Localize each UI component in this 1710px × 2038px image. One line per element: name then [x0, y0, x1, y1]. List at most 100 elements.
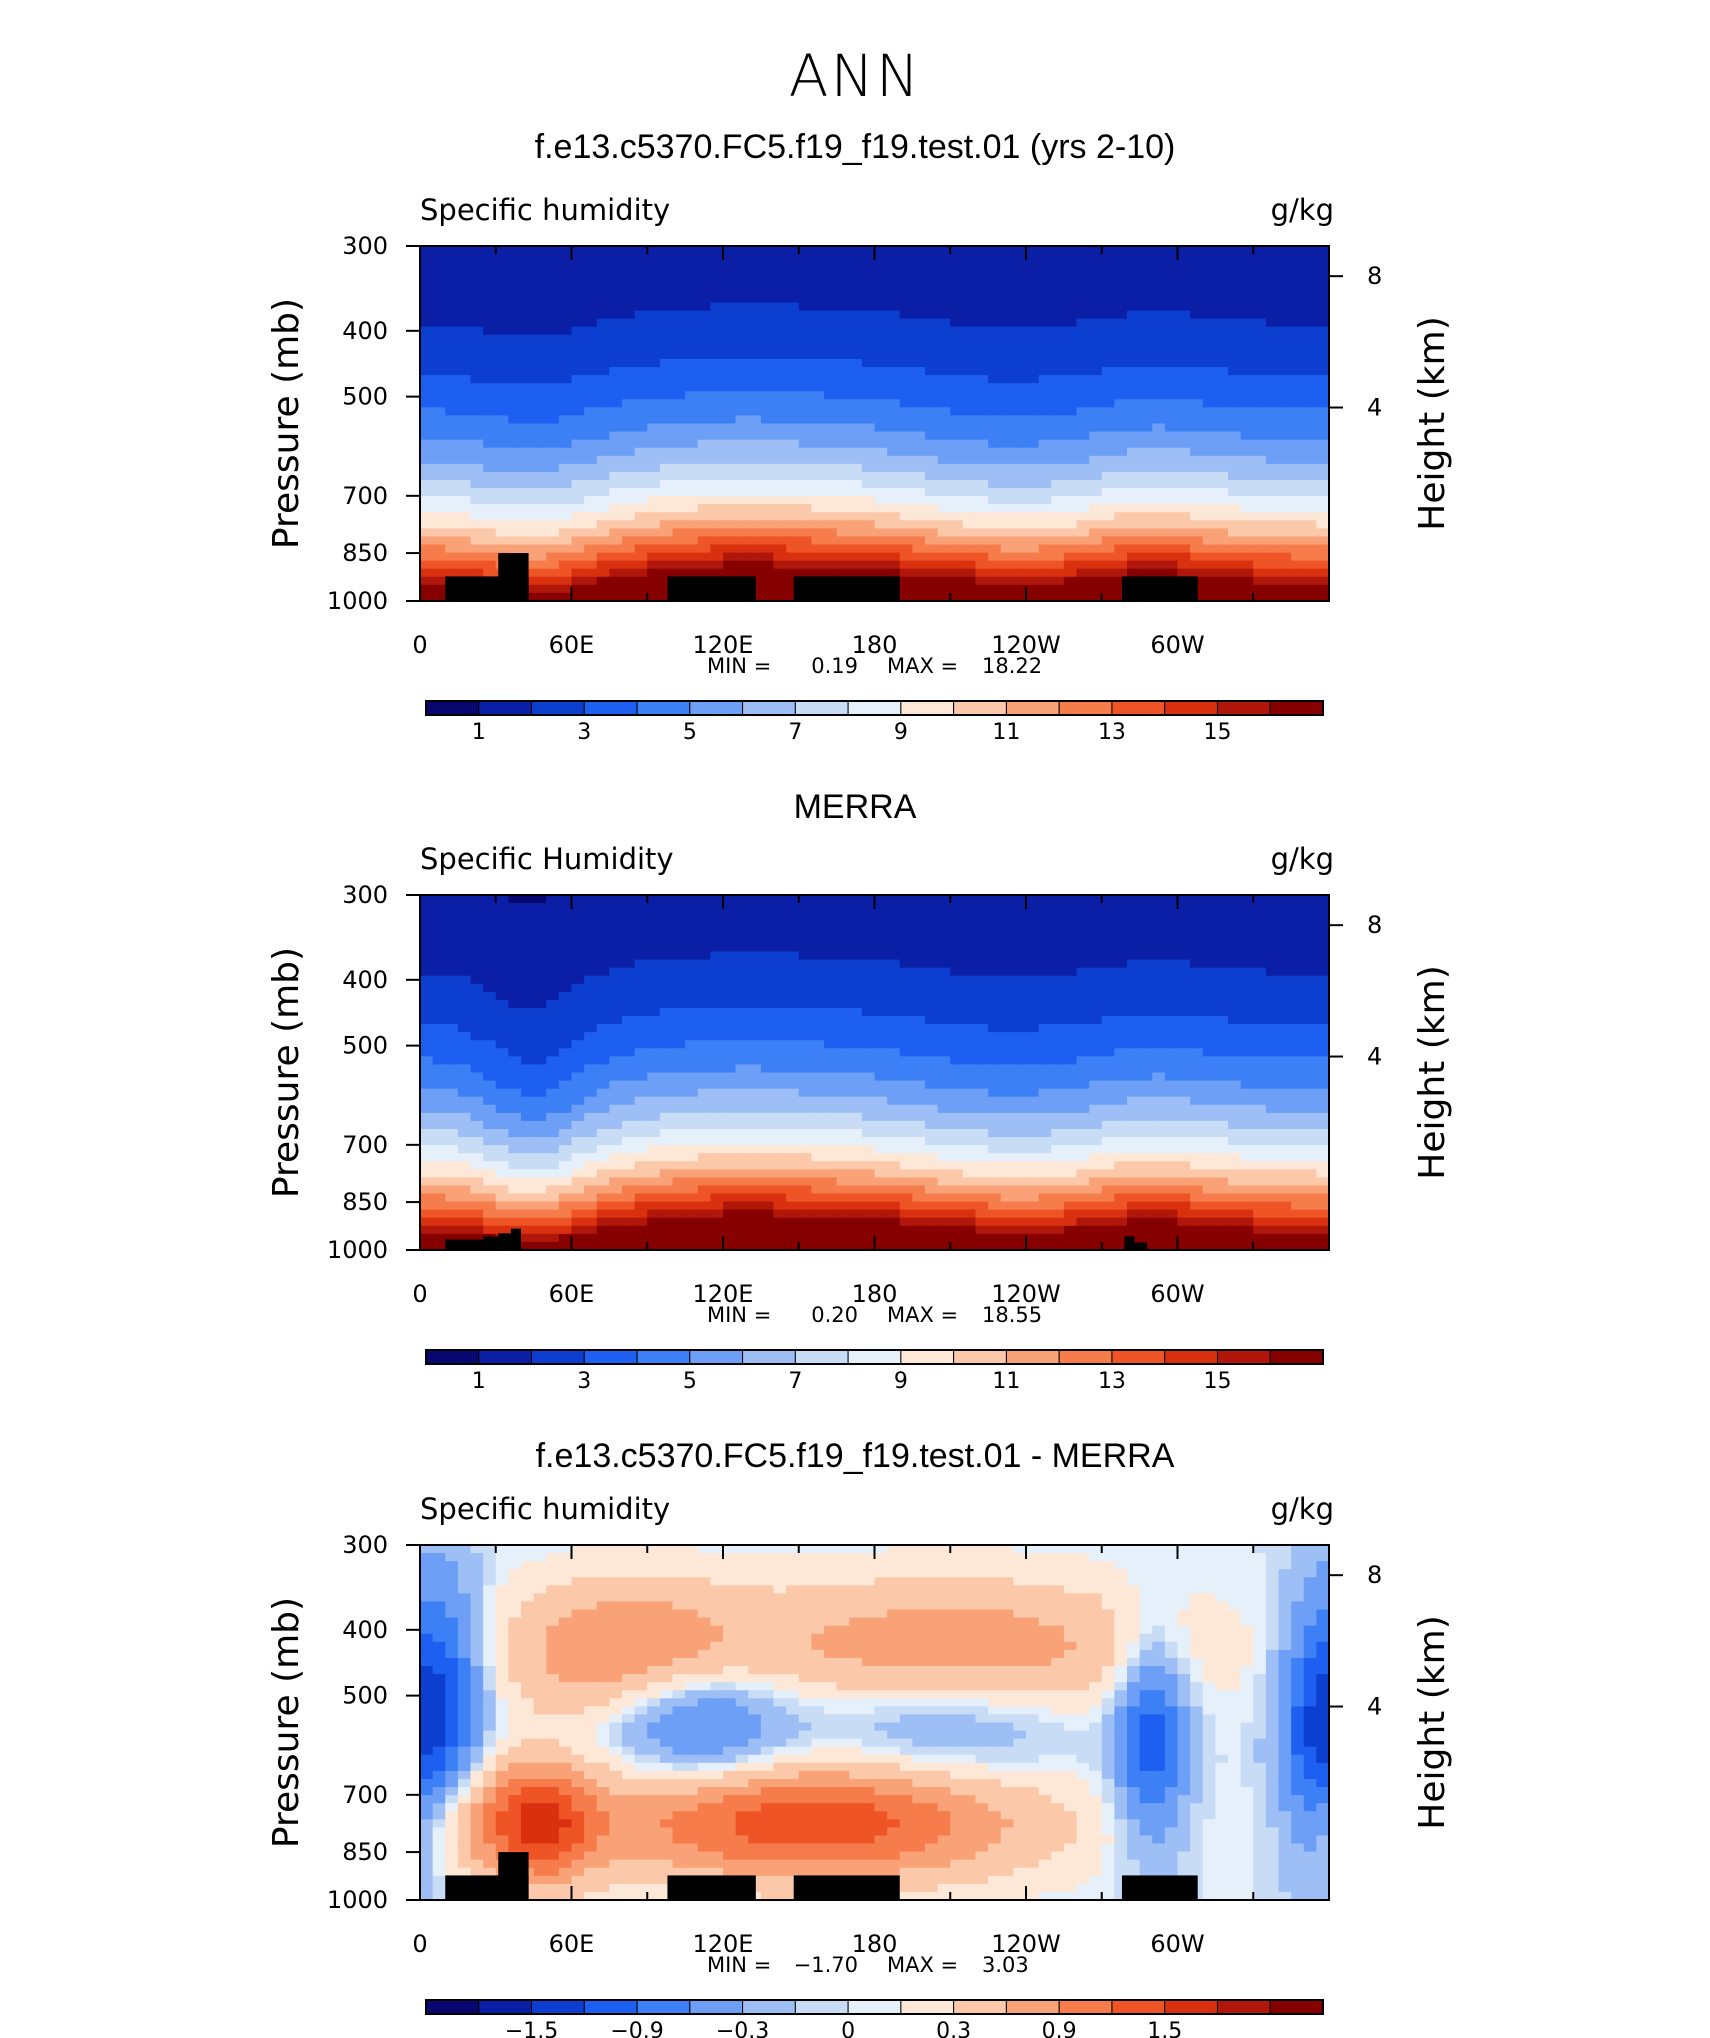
- field-cell: [1038, 358, 1052, 368]
- field-cell: [622, 576, 636, 586]
- field-cell: [824, 903, 838, 912]
- field-cell: [1089, 431, 1103, 441]
- field-cell: [849, 302, 863, 312]
- field-cell: [1063, 342, 1078, 352]
- field-cell: [1228, 375, 1242, 384]
- field-cell: [1152, 447, 1166, 457]
- field-cell: [457, 903, 472, 912]
- field-cell: [521, 528, 535, 538]
- field-cell: [558, 367, 573, 376]
- field-cell: [1076, 326, 1090, 336]
- field-cell: [1278, 536, 1292, 546]
- field-cell: [811, 568, 825, 578]
- field-cell: [546, 895, 560, 904]
- field-cell: [432, 584, 446, 594]
- field-cell: [483, 383, 497, 392]
- field-cell: [912, 479, 926, 489]
- field-cell: [1228, 927, 1242, 936]
- field-cell: [988, 552, 1002, 562]
- field-cell: [483, 270, 497, 279]
- field-cell: [1139, 439, 1153, 449]
- field-cell: [1164, 504, 1179, 513]
- field-cell: [432, 895, 446, 904]
- field-cell: [1051, 919, 1065, 928]
- field-cell: [1228, 391, 1242, 400]
- field-cell: [521, 895, 535, 904]
- field-cell: [988, 935, 1002, 945]
- field-cell: [836, 342, 850, 352]
- field-cell: [685, 943, 699, 953]
- field-cell: [798, 326, 812, 336]
- field-cell: [1228, 903, 1242, 912]
- field-cell: [1114, 246, 1128, 255]
- field-cell: [798, 447, 812, 457]
- field-cell: [887, 935, 901, 945]
- field-cell: [950, 903, 964, 912]
- field-cell: [836, 903, 850, 912]
- field-cell: [760, 391, 775, 400]
- field-cell: [609, 927, 623, 936]
- field-cell: [584, 423, 598, 433]
- field-cell: [1190, 463, 1204, 473]
- field-cell: [760, 528, 775, 538]
- field-cell: [1139, 520, 1153, 529]
- field-cell: [1101, 423, 1115, 433]
- field-cell: [1177, 520, 1191, 529]
- field-cell: [685, 310, 699, 320]
- field-cell: [1038, 576, 1052, 586]
- field-cell: [445, 463, 459, 473]
- field-cell: [1316, 919, 1330, 928]
- field-cell: [647, 383, 661, 392]
- field-cell: [874, 536, 888, 546]
- field-cell: [521, 512, 535, 521]
- field-cell: [735, 560, 749, 570]
- field-cell: [950, 504, 964, 513]
- field-cell: [1202, 350, 1216, 360]
- field-cell: [634, 431, 648, 441]
- field-cell: [1177, 286, 1191, 296]
- field-cell: [659, 935, 674, 945]
- field-cell: [975, 447, 989, 457]
- field-cell: [773, 463, 787, 473]
- field-cell: [1303, 919, 1317, 928]
- field-cell: [912, 423, 926, 433]
- field-cell: [1265, 520, 1280, 529]
- field-cell: [1291, 278, 1305, 287]
- field-cell: [1038, 286, 1052, 296]
- field-cell: [1202, 463, 1216, 473]
- field-cell: [988, 246, 1002, 255]
- field-cell: [760, 496, 775, 505]
- field-cell: [609, 504, 623, 513]
- field-cell: [457, 375, 472, 384]
- field-cell: [1013, 544, 1027, 554]
- field-cell: [975, 479, 989, 489]
- field-cell: [887, 415, 901, 425]
- field-cell: [1291, 919, 1305, 928]
- field-cell: [874, 911, 888, 920]
- field-cell: [811, 479, 825, 489]
- field-cell: [1303, 270, 1317, 279]
- field-cell: [1038, 895, 1052, 904]
- field-cell: [874, 943, 888, 953]
- field-cell: [1265, 455, 1280, 465]
- field-cell: [596, 375, 610, 384]
- field-cell: [1303, 350, 1317, 360]
- field-cell: [723, 318, 737, 328]
- field-cell: [950, 520, 964, 529]
- field-cell: [798, 415, 812, 425]
- field-cell: [1089, 447, 1103, 457]
- field-cell: [723, 479, 737, 489]
- field-cell: [445, 560, 459, 570]
- field-cell: [1240, 576, 1254, 586]
- field-cell: [546, 294, 560, 304]
- field-cell: [710, 895, 724, 904]
- field-cell: [849, 520, 863, 529]
- field-cell: [1114, 935, 1128, 945]
- field-cell: [925, 318, 939, 328]
- field-cell: [1076, 431, 1090, 441]
- field-cell: [1026, 270, 1040, 279]
- field-cell: [672, 935, 686, 945]
- field-cell: [1000, 423, 1014, 433]
- field-cell: [1291, 911, 1305, 920]
- field-cell: [723, 423, 737, 433]
